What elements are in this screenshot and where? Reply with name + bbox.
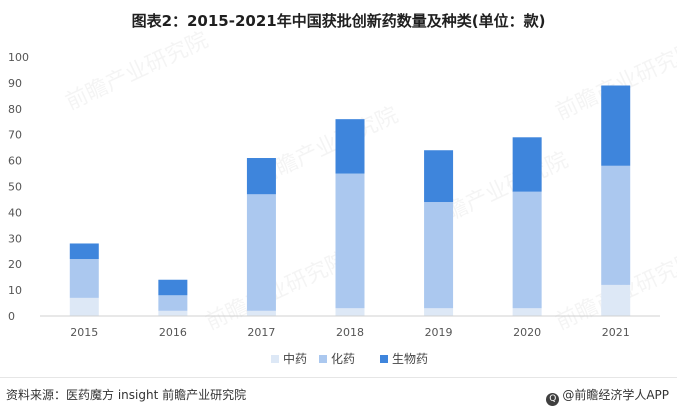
legend-swatch: [271, 355, 279, 363]
legend-swatch: [319, 355, 327, 363]
legend: 中药 化药 生物药: [271, 351, 428, 366]
brand-credit: Q @前瞻经济学人APP: [546, 386, 669, 406]
bar-segment: [335, 119, 365, 174]
y-axis: 0 10 20 30 40 50 60 70 80 90 100: [8, 51, 29, 323]
y-tick-label: 0: [8, 310, 15, 323]
x-tick-label: 2017: [247, 326, 275, 339]
bar-segment: [69, 297, 99, 316]
bar-segment: [424, 202, 454, 309]
y-tick-label: 10: [8, 284, 22, 297]
legend-label: 生物药: [392, 352, 428, 366]
footer-divider: [0, 377, 677, 378]
chart-title: 图表2：2015-2021年中国获批创新药数量及种类(单位：款): [131, 12, 546, 30]
y-tick-label: 40: [8, 206, 22, 219]
bar-segment: [512, 308, 542, 316]
bar-segment: [512, 137, 542, 192]
source-note: 资料来源：医药魔方 insight 前瞻产业研究院: [6, 388, 247, 402]
watermark-layer: 前瞻产业研究院前瞻产业研究院前瞻产业研究院前瞻产业研究院前瞻产业研究院前瞻产业研…: [62, 28, 677, 336]
bar-segment: [601, 284, 631, 316]
bar-segment: [158, 279, 188, 296]
bar-segment: [335, 308, 365, 316]
bar-segment: [512, 191, 542, 309]
bar-segment: [335, 173, 365, 309]
watermark-text: 前瞻产业研究院: [62, 28, 212, 116]
y-tick-label: 90: [8, 77, 22, 90]
bar-segment: [601, 165, 631, 285]
y-tick-label: 80: [8, 103, 22, 116]
y-tick-label: 60: [8, 155, 22, 168]
bar-segment: [158, 310, 188, 316]
bars: [69, 85, 631, 316]
watermark-text: 前瞻产业研究院: [202, 248, 352, 336]
bar-segment: [69, 243, 99, 260]
bar-segment: [69, 259, 99, 298]
x-tick-label: 2019: [425, 326, 453, 339]
legend-label: 化药: [331, 352, 355, 366]
bar-segment: [246, 194, 276, 311]
bar-segment: [601, 85, 631, 166]
legend-swatch: [380, 355, 388, 363]
x-tick-label: 2015: [70, 326, 98, 339]
x-tick-label: 2020: [513, 326, 541, 339]
x-axis: 2015 2016 2017 2018 2019 2020 2021: [40, 315, 660, 339]
y-tick-label: 20: [8, 258, 22, 271]
legend-label: 中药: [283, 351, 307, 366]
y-tick-label: 100: [8, 51, 29, 64]
bar-segment: [246, 158, 276, 195]
bar-segment: [246, 310, 276, 316]
y-tick-label: 70: [8, 129, 22, 142]
x-tick-label: 2018: [336, 326, 364, 339]
brand-logo-icon: Q: [546, 393, 560, 406]
y-tick-label: 50: [8, 181, 22, 194]
bar-segment: [158, 295, 188, 311]
x-tick-label: 2021: [602, 326, 630, 339]
brand-label: @前瞻经济学人APP: [562, 388, 669, 402]
bar-segment: [424, 150, 454, 203]
bar-segment: [424, 308, 454, 316]
x-tick-label: 2016: [159, 326, 187, 339]
y-tick-label: 30: [8, 232, 22, 245]
